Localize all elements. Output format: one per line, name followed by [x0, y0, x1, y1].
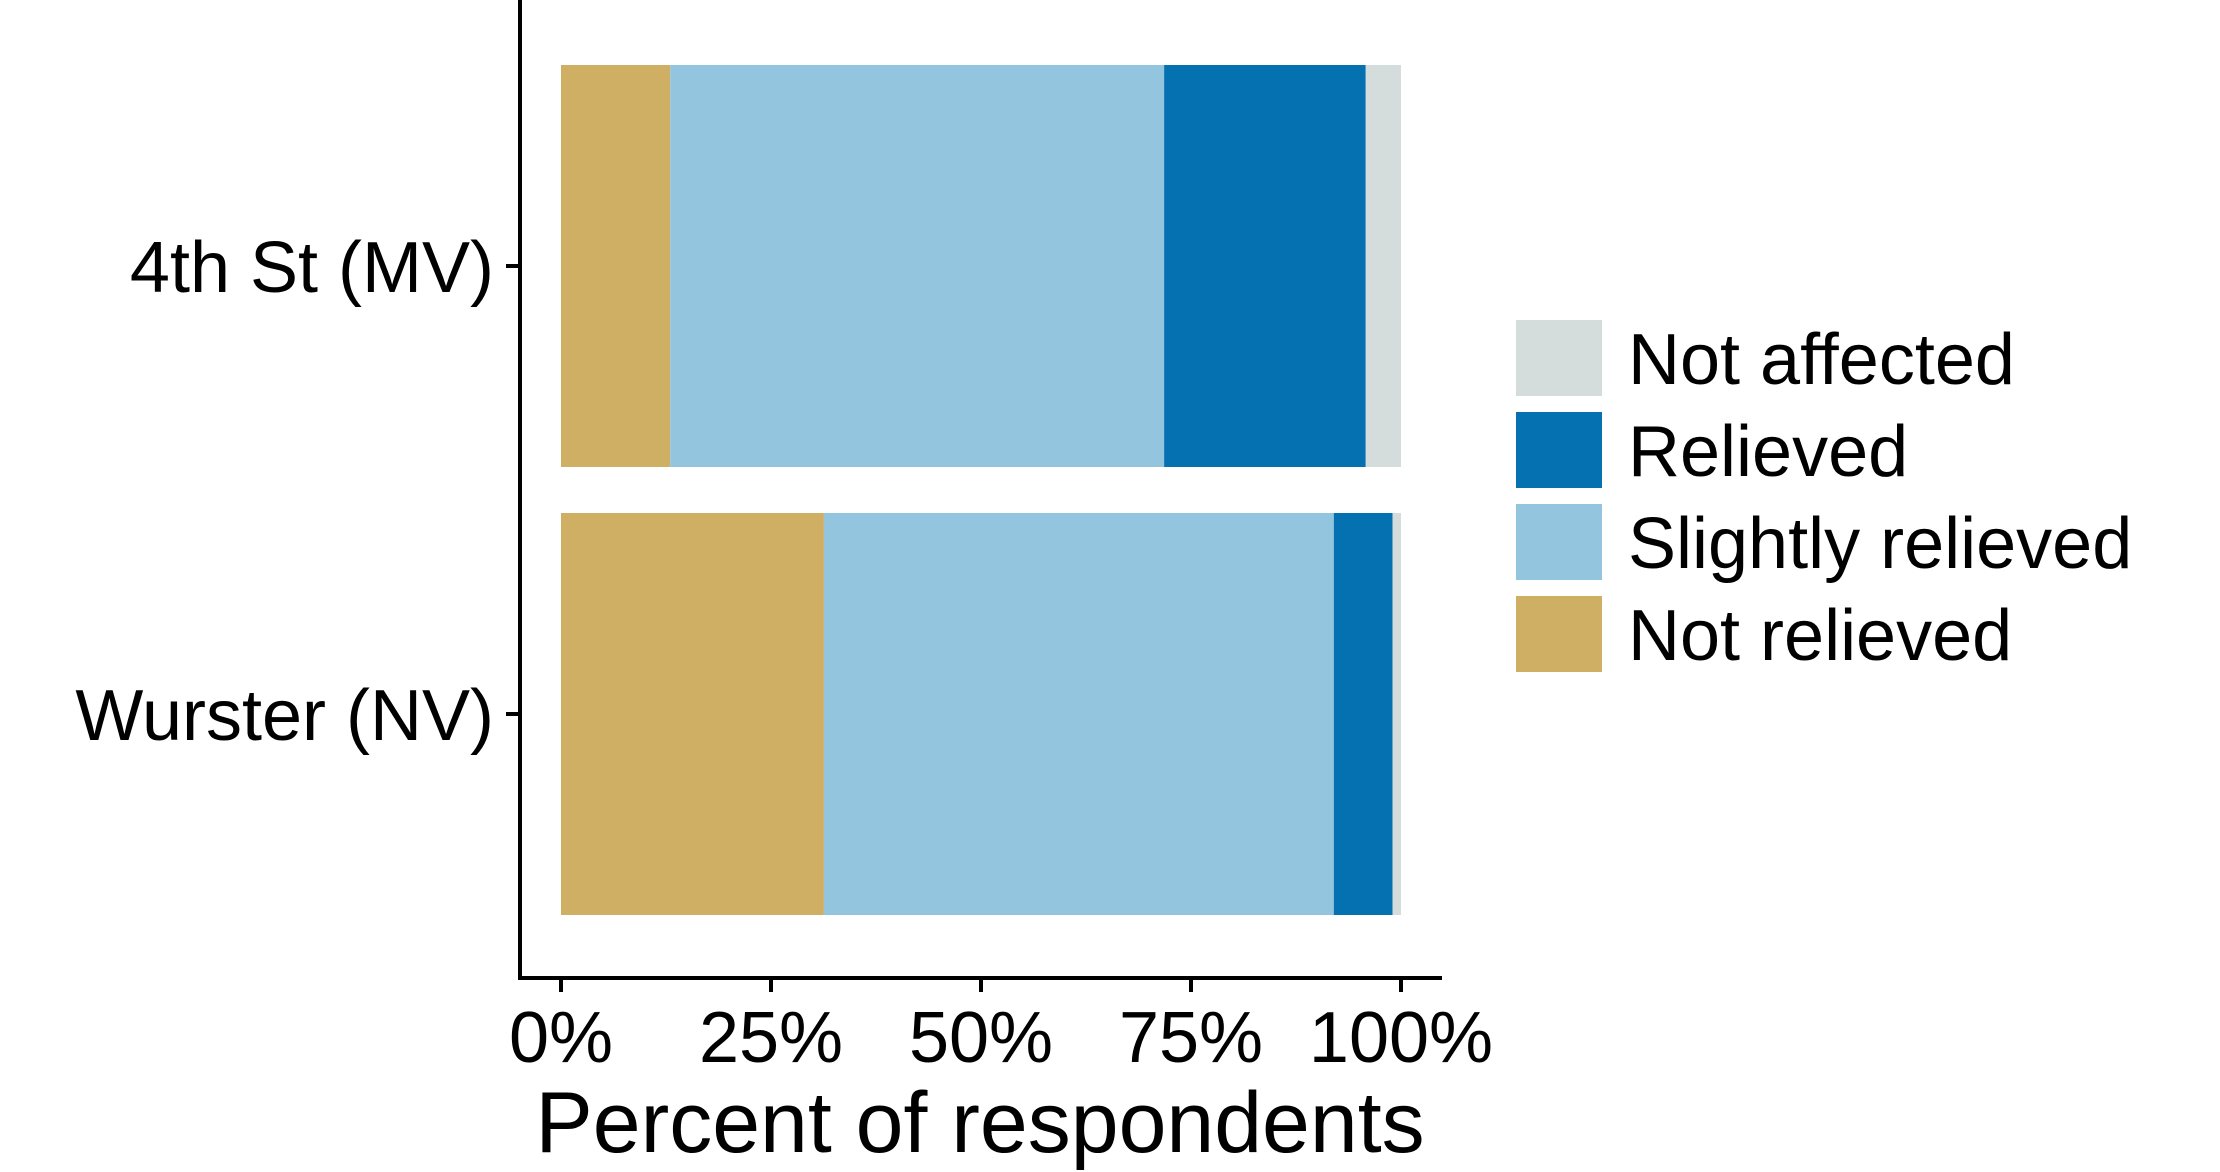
bar-segment [1365, 65, 1401, 467]
bar-segment [1333, 513, 1393, 915]
legend-label: Not affected [1628, 320, 2015, 400]
x-tick-label: 50% [909, 998, 1053, 1078]
bar-segment [823, 513, 1334, 915]
legend-label: Slightly relieved [1628, 504, 2132, 584]
x-tick-label: 75% [1119, 998, 1263, 1078]
x-tick-label: 100% [1309, 998, 1493, 1078]
x-axis-title: Percent of respondents [535, 1075, 1424, 1171]
y-ticks-layer: 4th St (MV) Wurster (NV) [75, 228, 520, 756]
y-category-label: 4th St (MV) [130, 228, 494, 308]
legend-key [1516, 320, 1602, 396]
legend-key [1516, 504, 1602, 580]
x-tick-label: 25% [699, 998, 843, 1078]
x-ticks-layer: 0% 25% 50% 75% 100% [509, 978, 1493, 1078]
bar-segment [561, 513, 824, 915]
bar-segment [1392, 513, 1401, 915]
legend-key [1516, 596, 1602, 672]
legend-label: Relieved [1628, 412, 1908, 492]
legend-label: Not relieved [1628, 596, 2012, 676]
x-tick-label: 0% [509, 998, 613, 1078]
y-category-label: Wurster (NV) [75, 676, 494, 756]
bar-segment [670, 65, 1165, 467]
bar-segment [561, 65, 671, 467]
legend: Not affected Relieved Slightly relieved Not… [1516, 320, 2132, 676]
bars-layer [561, 65, 1401, 915]
bar-segment [1164, 65, 1366, 467]
legend-key [1516, 412, 1602, 488]
